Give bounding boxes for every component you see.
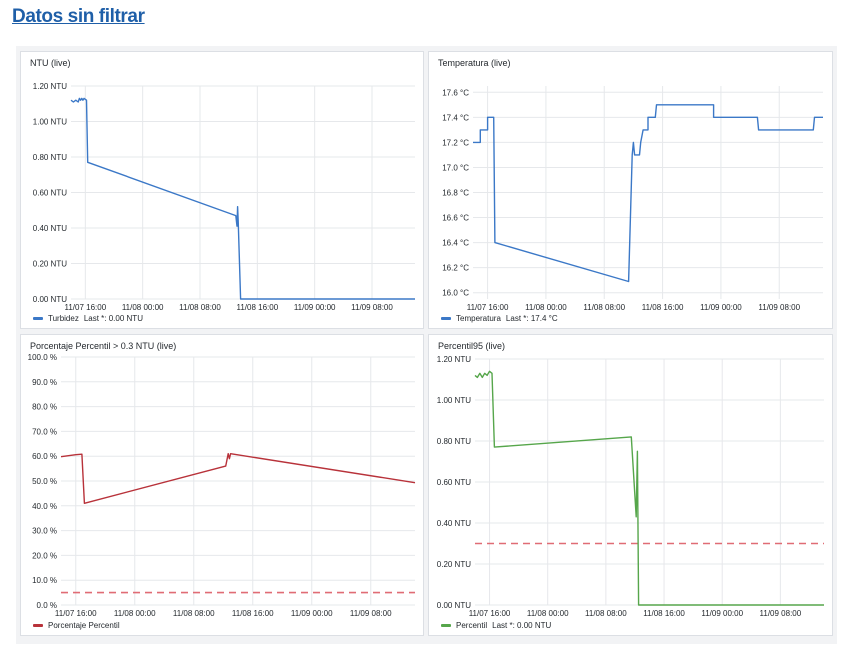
y-tick-label: 0.00 NTU [33, 295, 67, 304]
y-tick-label: 17.0 °C [442, 163, 469, 172]
legend[interactable]: Temperatura Last *: 17.4 °C [441, 314, 558, 323]
legend-label: Turbidez [48, 314, 79, 323]
legend-label: Percentil [456, 621, 488, 630]
y-tick-label: 16.0 °C [442, 289, 469, 298]
y-tick-label: 0.20 NTU [437, 560, 471, 569]
chart-porcentaje[interactable]: 0.0 % 10.0 % 20.0 % 30.0 % 40.0 % 50.0 % 60.0 … [21, 335, 425, 637]
legend-label: Porcentaje Percentil [48, 621, 120, 630]
y-tick-label: 0.60 NTU [437, 478, 471, 487]
y-tick-label: 17.2 °C [442, 138, 469, 147]
series-line [60, 452, 416, 505]
y-tick-label: 90.0 % [32, 378, 57, 387]
y-tick-label: 1.20 NTU [437, 355, 471, 364]
y-tick-label: 0.20 NTU [33, 260, 67, 269]
x-tick-label: 11/08 16:00 [232, 609, 274, 618]
panel-porcentaje[interactable]: Porcentaje Percentil > 0.3 NTU (live) 0.… [20, 334, 424, 636]
x-tick-label: 11/08 16:00 [642, 303, 684, 312]
x-tick-label: 11/08 00:00 [527, 609, 569, 618]
y-tick-label: 16.4 °C [442, 239, 469, 248]
x-tick-label: 11/09 08:00 [350, 609, 392, 618]
legend-stat: Last *: 17.4 °C [505, 314, 558, 323]
y-tick-label: 1.00 NTU [437, 396, 471, 405]
legend-stat: Last *: 0.00 NTU [492, 621, 552, 630]
x-tick-label: 11/08 00:00 [122, 303, 164, 312]
legend-swatch [33, 624, 43, 627]
legend[interactable]: Percentil Last *: 0.00 NTU [441, 621, 551, 630]
y-tick-label: 0.60 NTU [33, 189, 67, 198]
x-tick-label: 11/07 16:00 [467, 303, 509, 312]
y-tick-label: 20.0 % [32, 551, 57, 560]
y-tick-label: 80.0 % [32, 403, 57, 412]
x-tick-label: 11/09 00:00 [294, 303, 336, 312]
y-tick-label: 0.0 % [37, 601, 57, 610]
x-tick-label: 11/08 16:00 [236, 303, 278, 312]
y-tick-label: 50.0 % [32, 477, 57, 486]
y-tick-label: 0.40 NTU [33, 224, 67, 233]
x-tick-label: 11/09 08:00 [758, 303, 800, 312]
y-tick-label: 16.2 °C [442, 264, 469, 273]
panel-ntu[interactable]: NTU (live) 0.00 NTU 0.20 NTU 0.40 NTU 0.60 … [20, 51, 424, 329]
y-tick-label: 1.20 NTU [33, 82, 67, 91]
panel-title: NTU (live) [30, 58, 71, 68]
y-tick-label: 17.6 °C [442, 88, 469, 97]
x-tick-label: 11/07 16:00 [55, 609, 97, 618]
y-tick-label: 0.80 NTU [33, 153, 67, 162]
chart-ntu[interactable]: 0.00 NTU 0.20 NTU 0.40 NTU 0.60 NTU 0.80 NTU… [21, 52, 425, 330]
y-tick-label: 70.0 % [32, 427, 57, 436]
y-tick-label: 60.0 % [32, 452, 57, 461]
y-tick-label: 17.4 °C [442, 113, 469, 122]
x-tick-label: 11/09 08:00 [351, 303, 393, 312]
y-tick-label: 10.0 % [32, 576, 57, 585]
y-tick-label: 0.00 NTU [437, 601, 471, 610]
legend-stat: Last *: 0.00 NTU [83, 314, 143, 323]
y-tick-label: 30.0 % [32, 527, 57, 536]
x-tick-label: 11/08 00:00 [114, 609, 156, 618]
series-line [473, 104, 823, 283]
x-tick-label: 11/07 16:00 [64, 303, 106, 312]
panel-title: Temperatura (live) [438, 58, 511, 68]
y-tick-label: 40.0 % [32, 502, 57, 511]
chart-temperatura[interactable]: 16.0 °C 16.2 °C 16.4 °C 16.6 °C 16.8 °C 17.0 … [429, 52, 834, 330]
y-tick-label: 0.40 NTU [437, 519, 471, 528]
page-title[interactable]: Datos sin filtrar [12, 6, 145, 27]
panel-temperatura[interactable]: Temperatura (live) 16.0 °C 16.2 °C 16.4 °C… [428, 51, 833, 329]
x-tick-label: 11/09 00:00 [291, 609, 333, 618]
series-line [474, 370, 824, 606]
panel-percentil95[interactable]: Percentil95 (live) 0.00 NTU 0.20 NTU 0.40 … [428, 334, 833, 636]
x-tick-label: 11/09 08:00 [760, 609, 802, 618]
legend-label: Temperatura [456, 314, 501, 323]
series-line [70, 97, 415, 300]
y-tick-label: 100.0 % [28, 353, 57, 362]
legend-swatch [33, 317, 43, 320]
legend[interactable]: Turbidez Last *: 0.00 NTU [33, 314, 143, 323]
y-tick-label: 16.6 °C [442, 214, 469, 223]
x-tick-label: 11/09 00:00 [700, 303, 742, 312]
y-tick-label: 0.80 NTU [437, 437, 471, 446]
x-tick-label: 11/08 16:00 [643, 609, 685, 618]
x-tick-label: 11/09 00:00 [701, 609, 743, 618]
x-tick-label: 11/08 08:00 [585, 609, 627, 618]
x-tick-label: 11/08 08:00 [583, 303, 625, 312]
legend-swatch [441, 317, 451, 320]
x-tick-label: 11/07 16:00 [469, 609, 511, 618]
chart-percentil95[interactable]: 0.00 NTU 0.20 NTU 0.40 NTU 0.60 NTU 0.80 NTU… [429, 335, 834, 637]
y-tick-label: 1.00 NTU [33, 118, 67, 127]
x-tick-label: 11/08 00:00 [525, 303, 567, 312]
legend[interactable]: Porcentaje Percentil [33, 621, 125, 630]
legend-swatch [441, 624, 451, 627]
y-tick-label: 16.8 °C [442, 189, 469, 198]
x-tick-label: 11/08 08:00 [173, 609, 215, 618]
panel-title: Porcentaje Percentil > 0.3 NTU (live) [30, 341, 177, 351]
panel-title: Percentil95 (live) [438, 341, 506, 351]
x-tick-label: 11/08 08:00 [179, 303, 221, 312]
